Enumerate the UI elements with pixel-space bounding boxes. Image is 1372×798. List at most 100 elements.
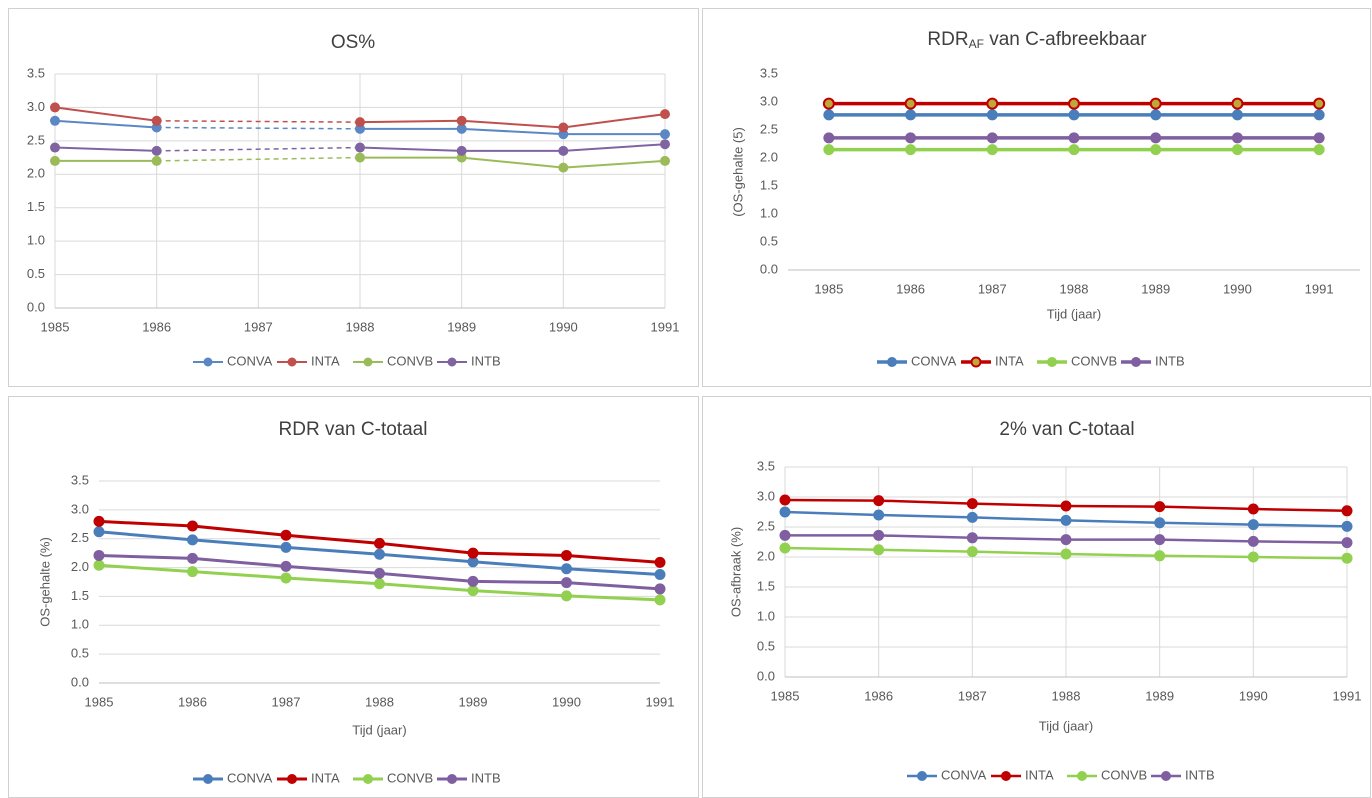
- x-tick-label: 1991: [651, 319, 680, 334]
- marker: [1154, 517, 1166, 529]
- x-tick-label: 1991: [1305, 281, 1334, 296]
- legend-marker: [917, 771, 927, 781]
- marker: [1149, 97, 1162, 110]
- marker: [1247, 503, 1259, 515]
- marker: [654, 556, 666, 568]
- y-tick-label: 2.5: [757, 518, 775, 533]
- marker: [660, 109, 670, 120]
- legend-label: CONVA: [227, 353, 273, 368]
- legend-label: INTB: [1155, 353, 1185, 368]
- marker: [561, 563, 572, 575]
- y-tick-label: 0.5: [71, 646, 89, 661]
- legend-marker: [447, 357, 457, 367]
- x-tick-label: 1990: [1239, 688, 1268, 703]
- legend-marker: [287, 774, 297, 784]
- legend-label: INTB: [1185, 767, 1215, 782]
- marker: [654, 583, 666, 595]
- x-tick-label: 1988: [346, 319, 375, 334]
- marker: [1247, 551, 1259, 563]
- marker: [151, 145, 162, 156]
- marker: [1231, 144, 1243, 156]
- marker: [280, 529, 292, 541]
- marker: [1341, 505, 1353, 517]
- title-part: AF: [969, 37, 984, 51]
- marker: [1068, 132, 1080, 144]
- x-tick-label: 1987: [958, 688, 987, 703]
- marker: [660, 129, 670, 140]
- y-axis-label: OS-afbraak (%): [728, 527, 743, 617]
- x-tick-label: 1991: [1333, 688, 1362, 703]
- marker: [467, 585, 479, 597]
- marker: [93, 526, 105, 538]
- legend-label: INTB: [471, 353, 501, 368]
- x-tick-label: 1985: [41, 319, 70, 334]
- x-tick-label: 1989: [459, 694, 488, 709]
- x-tick-label: 1990: [1223, 281, 1252, 296]
- y-tick-label: 3.5: [71, 472, 89, 487]
- marker: [904, 97, 917, 110]
- marker: [779, 529, 791, 541]
- x-tick-label: 1988: [1060, 281, 1089, 296]
- title-part: RDR: [927, 29, 968, 50]
- marker: [50, 155, 60, 166]
- marker: [374, 548, 385, 560]
- y-tick-label: 1.5: [71, 588, 89, 603]
- x-axis-label: Tijd (jaar): [1047, 306, 1101, 321]
- marker: [558, 162, 569, 173]
- x-tick-label: 1988: [365, 694, 394, 709]
- legend-label: INTA: [311, 770, 340, 785]
- series-line: [359, 113, 666, 129]
- marker: [280, 560, 292, 572]
- y-tick-label: 1.5: [760, 177, 778, 192]
- marker: [823, 132, 835, 144]
- marker: [151, 115, 162, 126]
- legend-label: CONVB: [387, 353, 433, 368]
- marker: [873, 495, 885, 507]
- y-tick-label: 0.0: [71, 674, 89, 689]
- marker: [467, 547, 479, 559]
- title-part: van C-afbreekbaar: [984, 29, 1147, 50]
- series-line: [54, 106, 157, 122]
- title-part: RDR van C-totaal: [279, 419, 428, 440]
- y-tick-label: 2.0: [27, 166, 45, 181]
- x-tick-label: 1986: [864, 688, 893, 703]
- marker: [1150, 144, 1162, 156]
- marker: [822, 97, 835, 110]
- y-tick-label: 3.0: [757, 488, 775, 503]
- marker: [355, 152, 365, 163]
- gap-bridge: [156, 156, 361, 162]
- marker: [1341, 520, 1353, 532]
- x-tick-label: 1991: [646, 694, 675, 709]
- marker: [1060, 514, 1072, 526]
- marker: [905, 132, 917, 144]
- y-tick-label: 1.0: [27, 233, 45, 248]
- marker: [1068, 97, 1080, 110]
- marker: [1313, 109, 1325, 121]
- y-tick-label: 0.0: [760, 261, 778, 276]
- legend-marker: [447, 774, 457, 784]
- marker: [280, 572, 292, 584]
- marker: [561, 590, 572, 602]
- marker: [873, 509, 885, 521]
- marker: [966, 532, 978, 544]
- marker: [1068, 144, 1080, 156]
- marker: [558, 122, 569, 133]
- y-tick-label: 3.0: [71, 501, 89, 516]
- series-line: [54, 119, 157, 129]
- y-tick-label: 0.0: [757, 668, 775, 683]
- gap-bridge: [156, 146, 361, 152]
- legend-label: INTA: [311, 353, 340, 368]
- marker: [660, 139, 670, 150]
- x-tick-label: 1989: [447, 319, 476, 334]
- y-tick-label: 1.5: [757, 578, 775, 593]
- y-tick-label: 0.5: [760, 233, 778, 248]
- y-tick-label: 2.5: [71, 530, 89, 545]
- y-tick-label: 0.5: [27, 266, 45, 281]
- y-tick-label: 0.0: [27, 299, 45, 314]
- legend-marker: [363, 357, 373, 367]
- y-tick-label: 2.0: [71, 559, 89, 574]
- legend-marker: [203, 774, 213, 784]
- marker: [93, 559, 105, 571]
- marker: [151, 155, 162, 166]
